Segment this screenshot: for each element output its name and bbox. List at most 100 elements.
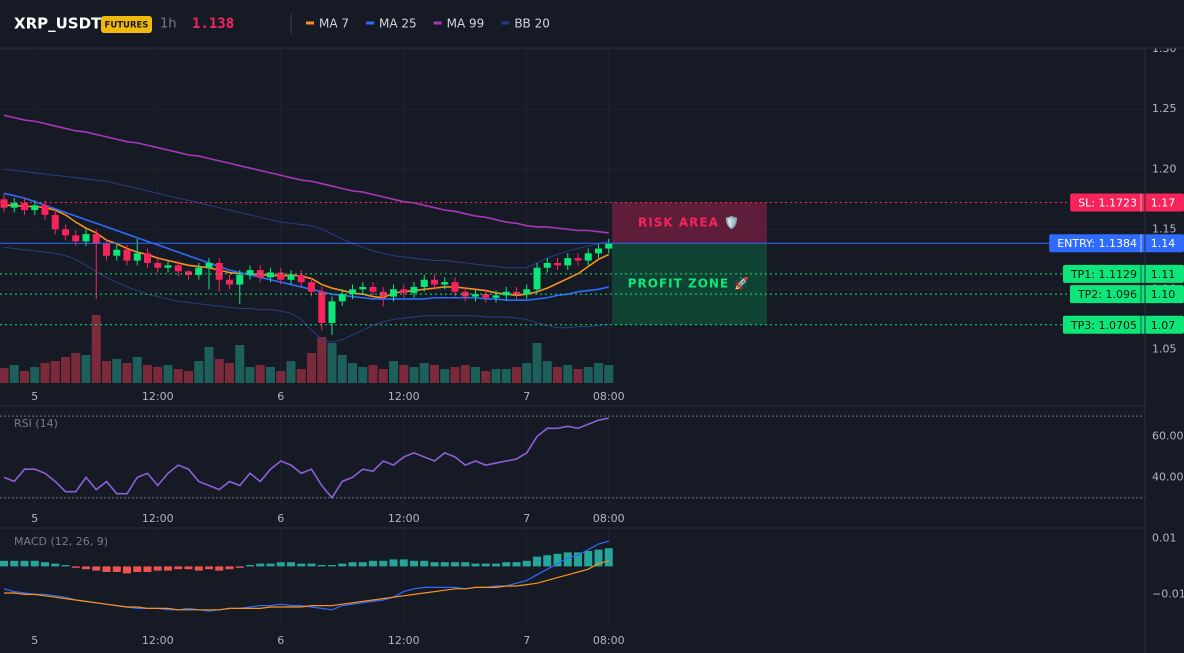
volume-bar	[368, 365, 378, 383]
pane-title: RSI (14)	[14, 417, 58, 430]
candle-body	[21, 202, 28, 211]
macd-histogram-bar	[41, 562, 49, 567]
macd-histogram-bar	[51, 563, 60, 567]
volume-bar	[522, 363, 532, 383]
candle-body	[246, 270, 254, 275]
macd-histogram-bar	[594, 549, 603, 567]
candle-body	[441, 282, 449, 285]
macd-histogram-bar	[543, 555, 552, 567]
legend-label: MA 25	[379, 17, 417, 31]
volume-bar	[91, 315, 101, 383]
candle-body	[236, 274, 244, 285]
macd-histogram-bar	[451, 562, 459, 567]
volume-bar	[471, 367, 480, 383]
volume-bar	[378, 369, 388, 383]
candle-body	[554, 262, 561, 266]
level-label: TP2: 1.096	[1077, 288, 1137, 301]
macd-histogram-bar	[410, 560, 418, 567]
candle-body	[400, 289, 408, 293]
x-tick-label: 5	[31, 634, 38, 647]
x-tick-label: 08:00	[593, 512, 625, 525]
macd-histogram-bar	[574, 552, 582, 567]
x-tick-label: 12:00	[142, 512, 174, 525]
macd-histogram-bar	[420, 560, 429, 567]
x-tick-label: 08:00	[593, 390, 625, 403]
interval: 1h	[160, 17, 177, 32]
candle-body	[154, 262, 162, 268]
volume-bar	[358, 367, 368, 383]
macd-histogram-bar	[512, 562, 521, 567]
volume-bar	[553, 367, 562, 383]
macd-histogram-bar	[317, 565, 326, 567]
volume-bar	[409, 367, 419, 383]
candle-body	[584, 253, 592, 261]
candle-body	[492, 295, 500, 298]
macd-histogram-bar	[133, 566, 142, 572]
signal-line	[4, 560, 609, 611]
ma-line	[3, 168, 609, 269]
volume-bar	[337, 355, 347, 383]
volume-bar	[450, 367, 460, 383]
candle-body	[328, 301, 336, 323]
level-label: TP1: 1.1129	[1070, 268, 1137, 281]
macd-histogram-bar	[379, 560, 388, 567]
macd-histogram-bar	[563, 552, 572, 567]
ma-line	[3, 192, 609, 301]
zone-label: PROFIT ZONE 🚀	[628, 277, 751, 291]
x-tick-label: 5	[31, 390, 38, 403]
header-bar	[0, 0, 1184, 48]
macd-histogram-bar	[164, 566, 172, 571]
macd-histogram-bar	[174, 566, 183, 570]
candle-body	[390, 289, 397, 297]
candle-body	[605, 243, 613, 249]
volume-bar	[112, 359, 122, 383]
candle-body	[410, 286, 418, 293]
volume-bar	[61, 357, 70, 383]
macd-histogram-bar	[358, 562, 367, 567]
candle-body	[420, 279, 428, 287]
volume-bar	[235, 345, 245, 383]
y-tick-label: −0.01	[1152, 587, 1184, 600]
candle-body	[103, 243, 110, 256]
symbol: XRP_USDT	[14, 15, 102, 33]
macd-histogram-bar	[194, 566, 203, 571]
candle-body	[574, 258, 582, 261]
badge: FUTURES	[105, 21, 149, 31]
y-tick-label: 1.15	[1152, 222, 1177, 235]
volume-bar	[204, 347, 214, 383]
level-axis-label: 1.17	[1151, 197, 1176, 210]
volume-bar	[481, 371, 491, 383]
macd-histogram-bar	[20, 560, 29, 567]
candle-body	[338, 294, 346, 302]
candle-body	[72, 235, 80, 242]
badge-bg	[101, 16, 152, 33]
macd-histogram-bar	[71, 566, 80, 568]
volume-bar	[430, 365, 439, 383]
volume-bar	[20, 371, 29, 383]
volume-bar	[440, 369, 450, 383]
macd-histogram-bar	[256, 563, 265, 567]
candle-body	[533, 267, 541, 290]
level-label: ENTRY: 1.1384	[1057, 237, 1137, 250]
macd-histogram-bar	[584, 551, 593, 567]
overlay: 1.301.251.201.151.101.05512:00612:00708:…	[0, 42, 1184, 647]
volume-bar	[604, 365, 614, 383]
volume-bar	[563, 365, 573, 383]
legend-label: MA 99	[447, 17, 485, 31]
x-tick-label: 6	[277, 512, 284, 525]
volume-bar	[184, 371, 193, 383]
macd-histogram-bar	[338, 563, 347, 567]
macd-histogram-bar	[225, 566, 234, 570]
volume-bar	[225, 363, 234, 383]
volume-bar	[307, 353, 316, 383]
macd-histogram-bar	[553, 553, 562, 567]
volume-bar	[573, 369, 583, 383]
macd-histogram-bar	[92, 566, 101, 571]
volume-bar	[143, 365, 152, 383]
x-tick-label: 6	[277, 390, 284, 403]
volume-bar	[327, 343, 337, 383]
macd-histogram-bar	[604, 548, 613, 567]
x-tick-label: 6	[277, 634, 284, 647]
